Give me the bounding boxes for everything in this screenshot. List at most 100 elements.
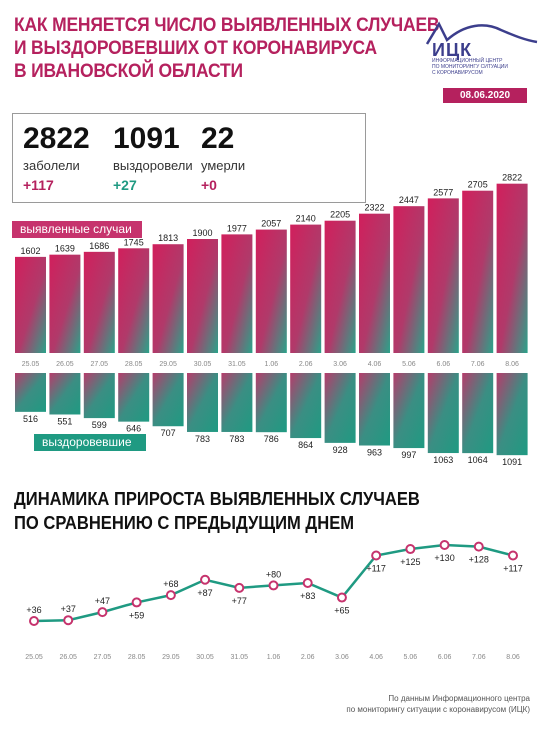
- bar-recovered: [152, 373, 184, 427]
- bar-cases: [462, 190, 494, 353]
- line-point: [473, 541, 484, 552]
- bar-cases-label: 2577: [433, 187, 453, 197]
- line-category-label: 4.06: [369, 654, 383, 661]
- bar-recovered-label: 599: [92, 420, 107, 430]
- bar-category-label: 2.06: [299, 361, 313, 368]
- line-category-label: 2.06: [301, 654, 315, 661]
- line-category-label: 26.05: [59, 654, 77, 661]
- bar-category-label: 31.05: [228, 361, 246, 368]
- line-point: [508, 550, 518, 561]
- bar-recovered-label: 646: [126, 424, 141, 434]
- line-point-label: +36: [26, 605, 41, 615]
- line-point-label: +117: [366, 564, 386, 574]
- line-point: [439, 540, 450, 550]
- bar-cases-label: 2447: [399, 195, 419, 205]
- line-point: [371, 550, 382, 561]
- bar-cases: [324, 220, 356, 353]
- bar-cases: [393, 206, 425, 353]
- line-point-label: +125: [400, 557, 420, 567]
- line-point-label: +117: [503, 564, 523, 574]
- line-point: [165, 590, 176, 601]
- bar-cases-label: 2205: [330, 210, 350, 220]
- line-category-label: 25.05: [25, 654, 43, 661]
- bar-category-label: 6.06: [436, 361, 450, 368]
- line-point: [97, 607, 108, 618]
- page-title: КАК МЕНЯЕТСЯ ЧИСЛО ВЫЯВЛЕННЫХ СЛУЧАЕВ И …: [14, 14, 440, 83]
- line-point-label: +65: [334, 606, 349, 616]
- line-category-label: 27.05: [94, 654, 112, 661]
- bar-recovered-label: 783: [195, 434, 210, 444]
- line-point-label: +83: [300, 591, 315, 601]
- bar-category-label: 28.05: [125, 361, 143, 368]
- bar-cases: [221, 234, 253, 353]
- bar-recovered-label: 783: [229, 434, 244, 444]
- bar-category-label: 7.06: [471, 361, 485, 368]
- line-point: [63, 615, 74, 626]
- stat-value: 22: [201, 122, 235, 155]
- stat-value: 1091: [113, 122, 180, 155]
- bar-cases-label: 2322: [364, 203, 384, 213]
- bar-recovered-label: 707: [161, 428, 176, 438]
- bar-cases-label: 2822: [502, 173, 522, 183]
- line-category-label: 8.06: [506, 654, 520, 661]
- bar-cases: [152, 244, 184, 353]
- line-category-label: 5.06: [404, 654, 418, 661]
- bar-recovered: [324, 373, 356, 443]
- stat-value: 2822: [23, 122, 90, 155]
- bar-cases: [83, 251, 115, 353]
- stat-deaths: 22 умерли +0: [201, 122, 245, 194]
- stat-change: +117: [23, 177, 54, 193]
- line-category-label: 30.05: [196, 654, 214, 661]
- bar-recovered-label: 1091: [502, 457, 522, 467]
- bar-cases: [15, 256, 46, 353]
- bar-recovered: [187, 373, 218, 432]
- line-point: [336, 592, 347, 603]
- line-point-label: +130: [434, 553, 454, 563]
- line-category-label: 1.06: [267, 654, 281, 661]
- line-category-label: 31.05: [231, 654, 249, 661]
- bar-category-label: 8.06: [505, 361, 519, 368]
- line-point-label: +80: [266, 569, 281, 579]
- bar-cases: [255, 229, 287, 353]
- bar-recovered-label: 864: [298, 440, 313, 450]
- bar-cases-label: 1602: [20, 246, 40, 256]
- bar-recovered: [427, 373, 459, 454]
- bar-recovered: [118, 373, 150, 422]
- bar-recovered-label: 551: [57, 416, 72, 426]
- bar-recovered-label: 516: [23, 414, 38, 424]
- bar-recovered-label: 963: [367, 448, 382, 458]
- bar-recovered: [83, 373, 115, 419]
- bar-recovered: [496, 373, 528, 456]
- line-point-label: +77: [232, 596, 247, 606]
- bar-category-label: 30.05: [194, 361, 212, 368]
- bar-cases: [427, 198, 459, 353]
- stat-cases: 2822 заболели +117: [23, 122, 90, 194]
- bar-cases-label: 2140: [296, 214, 316, 224]
- title-line-1: КАК МЕНЯЕТСЯ ЧИСЛО ВЫЯВЛЕННЫХ СЛУЧАЕВ: [14, 15, 440, 36]
- line-point-label: +47: [95, 596, 110, 606]
- line-category-label: 7.06: [472, 654, 486, 661]
- line-chart-title: ДИНАМИКА ПРИРОСТА ВЫЯВЛЕННЫХ СЛУЧАЕВ ПО …: [14, 489, 420, 533]
- bar-recovered: [15, 373, 46, 412]
- bar-recovered-label: 1064: [468, 455, 488, 465]
- bar-cases: [359, 213, 390, 353]
- line-point-label: +87: [197, 588, 212, 598]
- bar-cases: [49, 254, 81, 353]
- line-point-label: +37: [61, 604, 76, 614]
- date-badge: 08.06.2020: [443, 88, 527, 103]
- line-point-label: +68: [163, 579, 178, 589]
- bar-cases-label: 1639: [55, 244, 75, 254]
- bar-recovered: [221, 373, 253, 432]
- line-point: [200, 574, 211, 585]
- line-point: [268, 580, 279, 591]
- line-point-label: +59: [129, 610, 144, 620]
- bar-recovered: [393, 373, 425, 449]
- bar-category-label: 25.05: [22, 361, 40, 368]
- bar-cases-label: 2057: [261, 219, 281, 229]
- title-line-3: В ИВАНОВСКОЙ ОБЛАСТИ: [14, 61, 243, 82]
- bar-recovered: [255, 373, 287, 433]
- bar-category-label: 5.06: [402, 361, 416, 368]
- stats-box: 2822 заболели +117 1091 выздоровели +27 …: [12, 113, 366, 203]
- bar-recovered: [359, 373, 390, 446]
